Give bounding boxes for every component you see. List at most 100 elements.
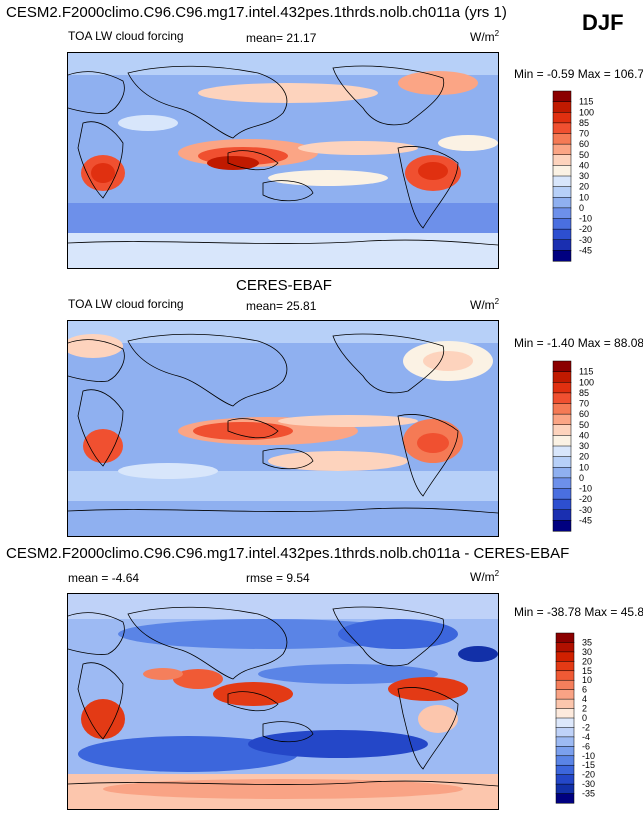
- colorbar-swatch: [552, 435, 572, 447]
- colorbar-swatch: [555, 651, 575, 662]
- colorbar-swatch: [552, 403, 572, 415]
- colorbar-tick-label: 10: [582, 675, 592, 685]
- model-title: CESM2.F2000climo.C96.C96.mg17.intel.432p…: [6, 4, 507, 21]
- season-label: DJF: [582, 10, 624, 35]
- colorbar-swatch: [552, 154, 572, 166]
- colorbar-swatch: [552, 112, 572, 124]
- colorbar-tick-label: 60: [579, 139, 589, 149]
- colorbar-tick-label: 40: [579, 430, 589, 440]
- panel2-field: TOA LW cloud forcing: [68, 297, 184, 311]
- colorbar-swatch: [552, 520, 572, 532]
- colorbar-tick-label: 20: [579, 182, 589, 192]
- panel3-mean: mean = -4.64: [68, 571, 140, 585]
- colorbar-tick-label: -30: [579, 235, 592, 245]
- colorbar-tick-label: 115: [579, 97, 593, 107]
- colorbar-tick-label: 100: [579, 107, 594, 117]
- panel1-field: TOA LW cloud forcing: [68, 29, 184, 43]
- colorbar-tick-label: 2: [582, 704, 587, 714]
- colorbar-tick-label: 6: [582, 685, 587, 695]
- panel1-coastlines: [68, 65, 498, 246]
- colorbar-swatch: [552, 122, 572, 135]
- colorbar-tick-label: 10: [579, 462, 589, 472]
- colorbar-tick-label: -4: [582, 732, 590, 742]
- colorbar-swatch: [555, 746, 575, 757]
- colorbar-swatch: [555, 698, 575, 710]
- panel3-colorbar: 35 30 20 15 10 6 4 2 0 -2 -4 -6 -10 -15 -20 -30 -35: [555, 632, 636, 810]
- panel2-map: [67, 320, 499, 537]
- colorbar-swatch: [555, 670, 575, 681]
- colorbar-tick-label: 15: [582, 666, 592, 676]
- panel2-units: W/m2: [470, 297, 500, 312]
- colorbar-swatch: [555, 783, 575, 795]
- colorbar-swatch: [552, 371, 572, 383]
- colorbar-tick-label: 50: [579, 420, 589, 430]
- colorbar-tick-label: -6: [582, 741, 590, 751]
- colorbar-swatch: [552, 498, 572, 511]
- colorbar-tick-label: 30: [579, 441, 589, 451]
- panel1-field-blobs: [68, 53, 498, 268]
- colorbar-swatch: [552, 165, 572, 177]
- colorbar-swatch: [552, 382, 572, 394]
- colorbar-swatch: [552, 477, 572, 490]
- panel2-mean: mean= 25.81: [246, 299, 317, 313]
- colorbar-swatch: [555, 661, 575, 672]
- panel2-coastlines: [68, 333, 498, 514]
- panel3-rmse: rmse = 9.54: [246, 571, 310, 585]
- colorbar-tick-label: 40: [579, 160, 589, 170]
- colorbar-tick-label: 30: [579, 171, 589, 181]
- panel3-map-field: [68, 594, 498, 809]
- colorbar-swatch: [552, 360, 572, 373]
- colorbar-swatch: [555, 679, 575, 691]
- colorbar-swatch: [555, 727, 575, 738]
- colorbar-tick-label: -2: [582, 722, 590, 732]
- colorbar-tick-label: 85: [579, 118, 589, 128]
- panel2-title: CERES-EBAF: [236, 277, 332, 294]
- colorbar-swatch: [555, 736, 575, 747]
- colorbar-swatch: [555, 689, 575, 700]
- colorbar-tick-label: 60: [579, 409, 589, 419]
- colorbar-swatch: [552, 509, 572, 521]
- colorbar-swatch: [552, 175, 572, 188]
- colorbar-tick-label: -10: [579, 484, 592, 494]
- colorbar-swatch: [555, 717, 575, 728]
- colorbar-tick-label: 115: [579, 367, 593, 377]
- colorbar-tick-label: 50: [579, 150, 589, 160]
- colorbar-tick-label: 10: [579, 192, 589, 202]
- colorbar-swatch: [552, 250, 572, 262]
- colorbar-swatch: [555, 764, 575, 776]
- colorbar-swatch: [552, 413, 572, 426]
- panel2-map-field: [68, 321, 498, 536]
- colorbar-tick-label: 20: [582, 656, 592, 666]
- colorbar-tick-label: -20: [579, 494, 592, 504]
- colorbar-tick-label: 100: [579, 377, 594, 387]
- panel2-colorbar: 115 100 85 70 60 50 40 30 20 10 0 -10 -20 -30 -45: [552, 360, 633, 538]
- panel1-mean: mean= 21.17: [246, 31, 317, 45]
- colorbar-tick-label: -20: [579, 224, 592, 234]
- colorbar-tick-label: 70: [579, 129, 589, 139]
- colorbar-swatch: [552, 488, 572, 500]
- colorbar-swatch: [555, 774, 575, 785]
- colorbar-swatch: [555, 642, 575, 653]
- panel1-map-field: [68, 53, 498, 268]
- panel3-units: W/m2: [470, 569, 500, 584]
- colorbar-tick-label: -15: [582, 760, 595, 770]
- colorbar-tick-label: 20: [579, 452, 589, 462]
- panel2-minmax: Min = -1.40 Max = 88.08: [514, 336, 643, 350]
- colorbar-tick-label: -45: [579, 245, 592, 255]
- panel3-minmax: Min = -38.78 Max = 45.84: [514, 605, 643, 619]
- colorbar-swatch: [552, 392, 572, 405]
- colorbar-swatch: [552, 445, 572, 458]
- colorbar-swatch: [552, 424, 572, 436]
- colorbar-swatch: [552, 101, 572, 113]
- colorbar-swatch: [555, 755, 575, 766]
- colorbar-tick-label: -30: [579, 505, 592, 515]
- colorbar-swatch: [552, 239, 572, 251]
- colorbar-swatch: [552, 456, 572, 468]
- colorbar-tick-label: 0: [579, 473, 584, 483]
- colorbar-swatch: [552, 218, 572, 230]
- colorbar-tick-label: -10: [579, 214, 592, 224]
- colorbar-tick-label: 0: [582, 713, 587, 723]
